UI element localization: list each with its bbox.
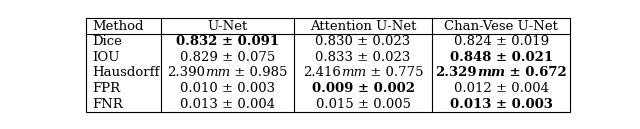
Text: mm: mm [205,66,230,79]
Text: 2.416: 2.416 [303,66,340,79]
Text: 0.013 ± 0.003: 0.013 ± 0.003 [450,98,552,111]
Text: 0.832 ± 0.091: 0.832 ± 0.091 [176,35,279,48]
Text: Dice: Dice [92,35,122,48]
Text: 0.015 ± 0.005: 0.015 ± 0.005 [316,98,411,111]
Text: 0.830 ± 0.023: 0.830 ± 0.023 [316,35,411,48]
Text: IOU: IOU [92,51,120,64]
Text: FNR: FNR [92,98,123,111]
Text: ± 0.985: ± 0.985 [230,66,288,79]
Text: 2.329: 2.329 [435,66,477,79]
Text: Method: Method [92,20,143,33]
Text: 0.009 ± 0.002: 0.009 ± 0.002 [312,82,415,95]
Text: 0.010 ± 0.003: 0.010 ± 0.003 [180,82,275,95]
Text: 0.833 ± 0.023: 0.833 ± 0.023 [316,51,411,64]
Text: mm: mm [340,66,366,79]
Text: 0.824 ± 0.019: 0.824 ± 0.019 [454,35,548,48]
Text: Chan-Vese U-Net: Chan-Vese U-Net [444,20,558,33]
Text: ± 0.672: ± 0.672 [505,66,567,79]
Text: U-Net: U-Net [207,20,248,33]
Text: 0.848 ± 0.021: 0.848 ± 0.021 [449,51,552,64]
Text: ± 0.775: ± 0.775 [366,66,424,79]
Text: mm: mm [477,66,505,79]
Text: 0.013 ± 0.004: 0.013 ± 0.004 [180,98,275,111]
Text: FPR: FPR [92,82,120,95]
Text: Hausdorff: Hausdorff [92,66,159,79]
Text: 0.012 ± 0.004: 0.012 ± 0.004 [454,82,548,95]
Text: 0.829 ± 0.075: 0.829 ± 0.075 [180,51,275,64]
Text: 2.390: 2.390 [167,66,205,79]
Text: Attention U-Net: Attention U-Net [310,20,416,33]
